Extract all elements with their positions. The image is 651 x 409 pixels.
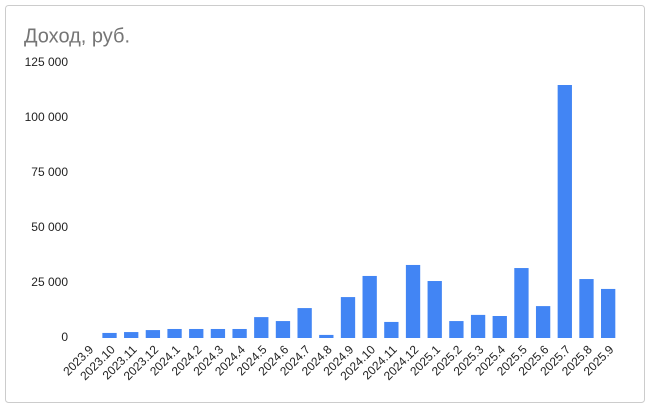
bar bbox=[557, 85, 572, 338]
bar bbox=[232, 328, 247, 338]
bar bbox=[210, 328, 226, 338]
y-tick-label: 25 000 bbox=[31, 275, 68, 289]
bar bbox=[275, 321, 291, 338]
bar bbox=[189, 328, 204, 338]
bar bbox=[470, 314, 486, 338]
y-tick-label: 75 000 bbox=[31, 165, 68, 179]
bar bbox=[297, 308, 312, 338]
bar bbox=[449, 321, 464, 338]
y-tick-label: 100 000 bbox=[25, 110, 69, 124]
bar bbox=[384, 321, 399, 338]
bar bbox=[535, 306, 551, 338]
bar bbox=[254, 317, 269, 338]
bar bbox=[427, 281, 442, 338]
bar bbox=[340, 297, 356, 338]
bar bbox=[124, 332, 139, 338]
bar bbox=[102, 332, 117, 338]
bar bbox=[319, 334, 334, 338]
bar bbox=[514, 268, 529, 338]
bar bbox=[167, 328, 182, 338]
y-tick-label: 0 bbox=[61, 330, 68, 344]
bar bbox=[601, 288, 616, 338]
chart-frame bbox=[5, 5, 645, 403]
bar bbox=[405, 264, 421, 338]
y-tick-label: 50 000 bbox=[31, 220, 68, 234]
chart-title: Доход, руб. bbox=[24, 25, 130, 47]
bar bbox=[492, 316, 507, 338]
bar bbox=[145, 330, 161, 338]
bar bbox=[579, 279, 594, 338]
bar bbox=[362, 275, 377, 338]
y-tick-label: 125 000 bbox=[25, 55, 69, 69]
